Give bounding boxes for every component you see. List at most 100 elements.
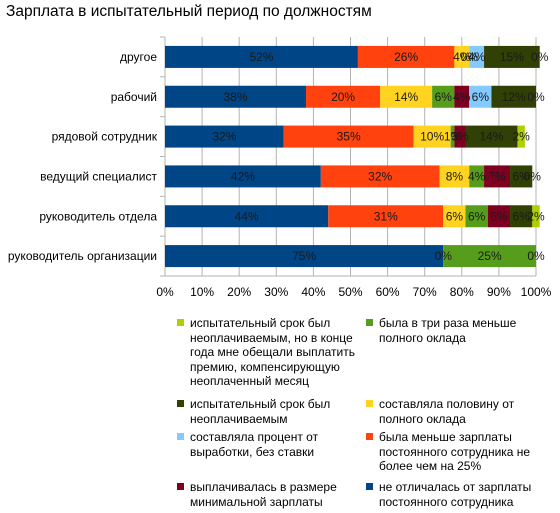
bar-segment: [517, 125, 525, 148]
stacked-bar-chart: 0% 10% 20% 30% 40% 50% 60% 70% 80% 90% 100% другое 5…: [8, 36, 552, 299]
data-label: 52%: [249, 50, 273, 64]
data-label: 14%: [394, 90, 418, 104]
legend-item: не отличалась от зарплаты постоянного со…: [366, 480, 536, 509]
data-label: 32%: [212, 130, 236, 144]
data-label: 6%: [512, 169, 530, 183]
data-label: 4%: [468, 50, 486, 64]
legend-item: выплачивалась в размере минимальной зарп…: [177, 480, 357, 509]
legend-label: испытательный срок был неоплачиваемым, н…: [190, 316, 355, 388]
data-label: 0%: [527, 249, 545, 263]
data-label: 4%: [453, 90, 471, 104]
bar-segment: [491, 85, 536, 108]
bar-segment: [454, 85, 470, 108]
bar-segment: [165, 205, 329, 228]
data-label: 32%: [368, 169, 392, 183]
legend-item: составляла половину от полного оклада: [366, 397, 536, 426]
bar-segment: [380, 85, 433, 108]
bar-segment: [454, 45, 470, 68]
bar-segment: [484, 45, 540, 68]
bar-segment: [510, 165, 533, 188]
legend-label: выплачивалась в размере минимальной зарп…: [190, 480, 337, 509]
bar-segment: [465, 125, 518, 148]
data-label: 6%: [472, 90, 490, 104]
x-tick-label: 10%: [190, 285, 214, 299]
legend-swatch: [366, 400, 373, 407]
x-tick-label: 30%: [264, 285, 288, 299]
data-label: 0%: [531, 50, 549, 64]
bar-segment: [439, 165, 470, 188]
bar-segment: [450, 125, 455, 148]
bar-segment: [484, 165, 511, 188]
chart-title: Зарплата в испытательный период по должн…: [6, 3, 372, 20]
data-label: 4%: [453, 50, 471, 64]
data-label: 8%: [446, 169, 464, 183]
legend-swatch: [177, 433, 184, 440]
data-label: 0%: [435, 249, 453, 263]
legend-label: составляла процент от выработки, без ста…: [190, 430, 319, 459]
bar-segment: [357, 45, 455, 68]
data-label: 6%: [446, 209, 464, 223]
legend-swatch: [366, 483, 373, 490]
data-label: 6%: [435, 90, 453, 104]
category-label: руководитель организации: [8, 249, 157, 263]
legend-item: составляла процент от выработки, без ста…: [177, 430, 357, 459]
legend-swatch: [177, 400, 184, 407]
category-label: рабочий: [111, 90, 157, 104]
bar-segment: [165, 165, 321, 188]
data-label: 0%: [461, 50, 479, 64]
data-label: 38%: [223, 90, 247, 104]
data-label: 0%: [524, 169, 542, 183]
bar-segment: [465, 205, 488, 228]
data-label: 20%: [331, 90, 355, 104]
legend-swatch: [177, 483, 184, 490]
data-label: 35%: [337, 130, 361, 144]
bar-segment: [454, 125, 466, 148]
legend-label: испытательный срок был неоплачиваемым: [190, 397, 331, 426]
x-tick-label: 90%: [487, 285, 511, 299]
data-label: 25%: [478, 249, 502, 263]
legend-swatch: [177, 319, 184, 326]
data-label: 2%: [527, 209, 545, 223]
data-label: 6%: [512, 209, 530, 223]
x-tick-label: 60%: [376, 285, 400, 299]
legend-swatch: [366, 319, 373, 326]
bar-segment: [283, 125, 414, 148]
data-label: 42%: [231, 169, 255, 183]
bar-segment: [469, 165, 485, 188]
data-label: 12%: [502, 90, 526, 104]
x-tick-label: 70%: [413, 285, 437, 299]
category-label: руководитель отдела: [39, 209, 157, 223]
bar-segment: [165, 125, 284, 148]
legend-label: не отличалась от зарплаты постоянного со…: [379, 480, 532, 509]
legend-swatch: [366, 433, 373, 440]
data-label: 7%: [488, 169, 506, 183]
data-label: 10%: [420, 130, 444, 144]
bar-segment: [510, 205, 533, 228]
legend-item: испытательный срок был неоплачиваемым, н…: [177, 316, 357, 389]
bar-segment: [328, 205, 444, 228]
bar-segment: [165, 85, 306, 108]
data-label: 6%: [468, 209, 486, 223]
legend-item: была меньше зарплаты постоянного сотрудн…: [366, 430, 536, 474]
x-tick-label: 80%: [450, 285, 474, 299]
legend-label: составляла половину от полного оклада: [379, 397, 515, 426]
category-label: другое: [120, 50, 157, 64]
bar-segment: [469, 85, 492, 108]
legend-label: была в три раза меньше полного оклада: [379, 316, 517, 345]
bar-segment: [443, 205, 466, 228]
bar-segment: [320, 165, 440, 188]
bar-segment: [413, 125, 451, 148]
data-label: 0%: [527, 90, 545, 104]
data-label: 6%: [490, 209, 508, 223]
data-label: 75%: [292, 249, 316, 263]
category-label: рядовой сотрудник: [52, 130, 158, 144]
x-tick-label: 50%: [338, 285, 362, 299]
legend-item: испытательный срок был неоплачиваемым: [177, 397, 357, 426]
category-label: ведущий специалист: [40, 169, 157, 183]
bar-segment: [532, 205, 540, 228]
bar-segment: [165, 45, 358, 68]
data-label: 14%: [479, 130, 503, 144]
x-tick-label: 0%: [156, 285, 174, 299]
bar-segment: [432, 85, 455, 108]
x-tick-label: 20%: [227, 285, 251, 299]
